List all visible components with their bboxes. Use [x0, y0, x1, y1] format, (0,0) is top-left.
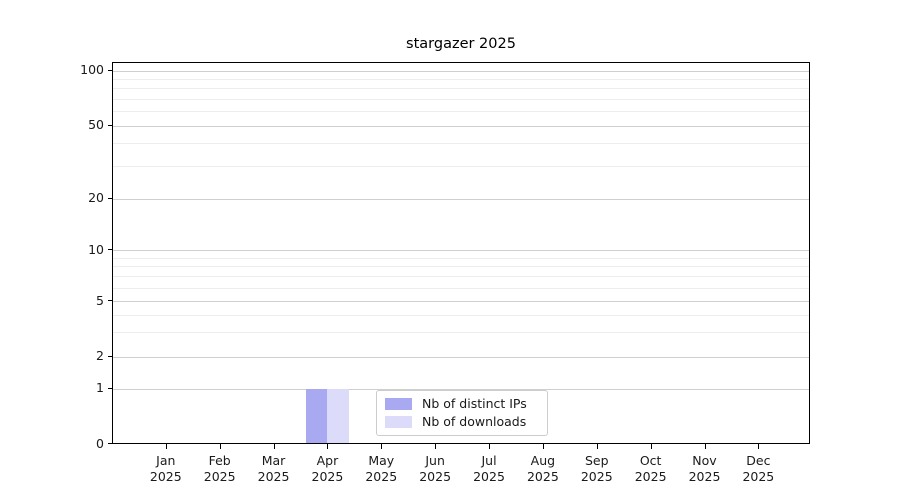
legend-item: Nb of distinct IPs [385, 397, 539, 411]
legend-item: Nb of downloads [385, 415, 539, 429]
year-label: 2025 [688, 468, 721, 484]
x-axis-tick-label: Jan 2025 [136, 453, 196, 484]
x-axis-tick-label: Nov 2025 [675, 453, 735, 484]
major-gridline [113, 70, 809, 72]
major-gridline [113, 125, 809, 127]
month-label: Apr [316, 453, 339, 468]
month-label: Jun [425, 453, 445, 468]
x-axis-tick [542, 444, 544, 449]
legend-swatch [385, 416, 412, 428]
y-axis-tick-label: 0 [96, 435, 104, 451]
x-axis-tick-label: Mar 2025 [244, 453, 304, 484]
y-axis-tick [108, 69, 112, 71]
year-label: 2025 [473, 468, 505, 484]
month-label: Mar [261, 453, 286, 468]
y-axis-tick-label: 50 [88, 117, 104, 132]
minor-gridline [113, 78, 809, 80]
major-gridline [113, 388, 809, 390]
minor-gridline [113, 166, 809, 168]
x-axis-tick [704, 444, 706, 449]
major-gridline [113, 250, 809, 251]
month-label: Aug [530, 453, 556, 468]
year-label: 2025 [203, 468, 236, 484]
x-axis-tick-label: Jul 2025 [459, 453, 519, 484]
plot-area: Nb of distinct IPs Nb of downloads [112, 62, 810, 444]
x-axis-tick-label: Oct 2025 [621, 453, 681, 484]
x-axis-tick-label: Dec 2025 [728, 453, 788, 484]
legend-swatch [385, 398, 412, 410]
month-label: May [368, 453, 395, 468]
minor-gridline [113, 314, 809, 316]
minor-gridline [113, 287, 809, 289]
major-gridline [113, 198, 809, 200]
bar-nb-of-downloads [327, 388, 349, 443]
year-label: 2025 [311, 468, 344, 484]
x-axis-tick-label: Aug 2025 [513, 453, 573, 484]
x-axis-tick [596, 444, 598, 449]
month-label: Jan [156, 453, 176, 468]
x-axis-tick [435, 444, 437, 449]
major-gridline [113, 356, 809, 358]
x-axis-tick [219, 444, 221, 449]
month-label: Nov [692, 453, 717, 468]
x-axis-tick-label: Apr 2025 [297, 453, 357, 484]
y-axis-tick [108, 124, 112, 126]
y-axis-tick [108, 197, 112, 199]
minor-gridline [113, 111, 809, 113]
year-label: 2025 [149, 468, 182, 484]
month-label: Oct [639, 453, 662, 468]
minor-gridline [113, 98, 809, 100]
bar-nb-of-distinct-ips [305, 388, 328, 443]
y-axis-tick-label: 1 [96, 380, 104, 395]
x-axis-tick [165, 444, 167, 449]
x-axis-tick [650, 444, 652, 449]
minor-gridline [113, 143, 809, 145]
x-axis-tick-label: May 2025 [351, 453, 411, 484]
chart-title: stargazer 2025 [406, 36, 516, 52]
year-label: 2025 [634, 468, 667, 484]
y-axis-tick [108, 355, 112, 357]
year-label: 2025 [580, 468, 613, 484]
x-axis-tick-label: Sep 2025 [567, 453, 627, 484]
legend: Nb of distinct IPs Nb of downloads [376, 390, 548, 436]
x-axis-tick [381, 444, 383, 449]
legend-label: Nb of downloads [422, 414, 527, 429]
minor-gridline [113, 266, 809, 268]
x-axis-tick [489, 444, 491, 449]
month-label: Sep [584, 453, 609, 468]
y-axis-tick-label: 2 [96, 348, 104, 363]
y-axis-tick-label: 20 [88, 190, 104, 205]
x-axis-tick-label: Feb 2025 [190, 453, 250, 484]
x-axis-tick [758, 444, 760, 449]
major-gridline [113, 301, 809, 302]
y-axis-tick [108, 443, 112, 444]
y-axis-tick [108, 249, 112, 250]
year-label: 2025 [742, 468, 775, 484]
month-label: Feb [208, 453, 231, 468]
x-axis-tick [327, 444, 329, 449]
minor-gridline [113, 276, 809, 278]
year-label: 2025 [419, 468, 452, 484]
x-axis-tick [273, 444, 275, 449]
month-label: Dec [746, 453, 771, 468]
y-axis-tick-label: 100 [80, 62, 104, 77]
month-label: Jul [481, 453, 497, 468]
year-label: 2025 [526, 468, 559, 484]
y-axis-tick-label: 5 [96, 292, 104, 308]
y-axis-tick [108, 387, 112, 389]
legend-label: Nb of distinct IPs [422, 396, 527, 411]
y-axis-tick-label: 10 [88, 241, 104, 257]
minor-gridline [113, 88, 809, 90]
year-label: 2025 [257, 468, 290, 484]
y-axis-tick [108, 300, 112, 301]
minor-gridline [113, 257, 809, 259]
minor-gridline [113, 331, 809, 333]
year-label: 2025 [365, 468, 398, 484]
x-axis-tick-label: Jun 2025 [405, 453, 465, 484]
